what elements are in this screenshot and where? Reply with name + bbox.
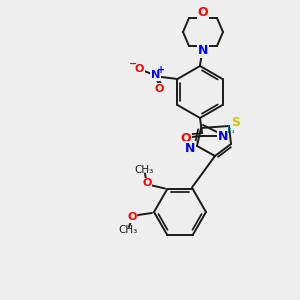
Text: O: O [142,178,152,188]
Text: O: O [198,7,208,20]
Text: N: N [151,70,160,80]
Text: O: O [155,84,164,94]
Text: N: N [218,130,228,142]
Text: N: N [198,44,208,58]
Text: −: − [129,59,137,69]
Text: O: O [181,131,191,145]
Text: N: N [185,142,195,154]
Text: CH₃: CH₃ [134,166,154,176]
Text: H: H [227,125,235,135]
Text: S: S [232,116,241,130]
Text: O: O [127,212,137,222]
Text: O: O [135,64,144,74]
Text: +: + [158,65,166,75]
Text: CH₃: CH₃ [118,225,138,235]
